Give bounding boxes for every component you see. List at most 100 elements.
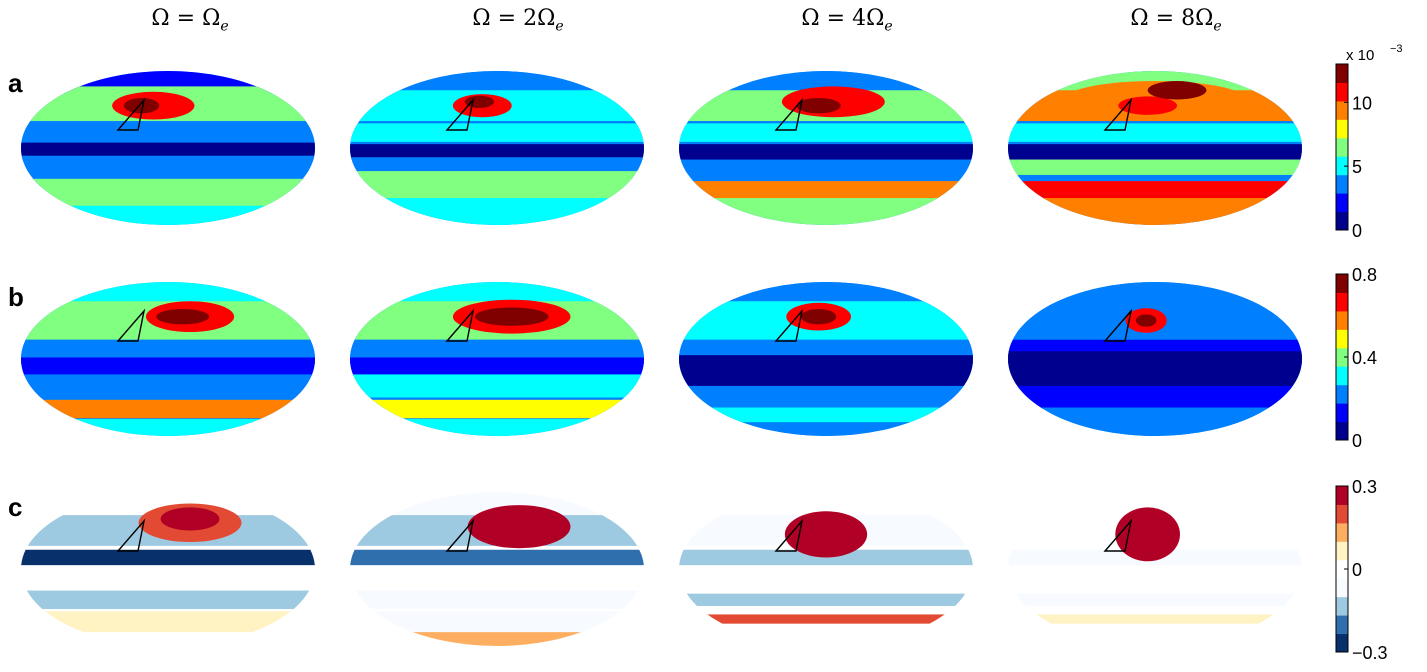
heatmap-hotspot <box>123 97 160 114</box>
column-title: Ω = Ωe <box>151 6 229 35</box>
colorbar-multiplier: x 10 <box>1346 47 1374 64</box>
heatmap-band <box>350 590 644 610</box>
colorbar-segment <box>1336 578 1348 598</box>
heatmap-panel <box>350 492 644 646</box>
heatmap-band <box>679 593 973 606</box>
colorbar: 0 0.4 0.8 <box>1335 265 1377 451</box>
colorbar-segment <box>1336 347 1348 367</box>
heatmap-band <box>679 198 973 225</box>
colorbar-tick-label: 10 <box>1352 93 1372 113</box>
colorbar-segment <box>1336 329 1348 349</box>
heatmap-panel <box>1008 282 1302 436</box>
colorbar-segment <box>1336 403 1348 423</box>
colorbar-tick-label: 5 <box>1352 157 1362 177</box>
colorbar-segment <box>1336 310 1348 330</box>
colorbar-segment <box>1336 486 1348 505</box>
heatmap-band <box>21 632 315 646</box>
colorbar-segment <box>1336 64 1348 83</box>
colorbar-segment <box>1336 137 1348 157</box>
triangle-overlay <box>445 97 475 131</box>
heatmap-band <box>1008 198 1302 225</box>
heatmap-band <box>1008 422 1302 436</box>
row-label-b: b <box>8 282 24 312</box>
heatmap-band <box>350 339 644 363</box>
heatmap-band <box>350 571 644 590</box>
heatmap-band <box>1008 593 1302 606</box>
colorbar-segment <box>1336 193 1348 213</box>
heatmap-band <box>21 590 315 610</box>
colorbar-segment <box>1336 384 1348 404</box>
heatmap-band <box>1008 144 1302 160</box>
column-title: Ω = 2Ωe <box>472 6 564 35</box>
heatmap-band <box>21 419 315 436</box>
heatmap-band <box>1008 159 1302 175</box>
heatmap-panel <box>21 71 315 225</box>
heatmap-band <box>350 374 644 398</box>
heatmap-band <box>21 339 315 363</box>
heatmap-panel <box>21 492 315 646</box>
colorbar-tick-label: 0 <box>1352 560 1362 580</box>
heatmap-band <box>350 157 644 170</box>
heatmap-band <box>679 549 973 566</box>
heatmap-band <box>21 549 315 566</box>
heatmap-hotspot <box>156 308 210 325</box>
colorbar-tick-label: 0 <box>1352 431 1362 451</box>
heatmap-band <box>350 198 644 225</box>
colorbar-tick-label: −0.3 <box>1352 643 1388 663</box>
triangle-overlay <box>774 308 804 342</box>
heatmap-band <box>1008 351 1302 390</box>
colorbar-tick-label: 0.4 <box>1352 348 1377 368</box>
triangle-overlay <box>774 518 804 552</box>
colorbar-segment <box>1336 615 1348 635</box>
heatmap-hotspot <box>799 518 853 550</box>
heatmap-band <box>1008 123 1302 142</box>
heatmap-panel <box>679 71 973 225</box>
heatmap-band <box>21 178 315 210</box>
colorbar: −0.3 0 0.3 <box>1335 477 1388 663</box>
heatmap-hotspot <box>464 95 495 108</box>
heatmap-band <box>21 374 315 398</box>
colorbar-tick-label: 0.8 <box>1352 265 1377 285</box>
heatmap-band <box>350 123 644 142</box>
heatmap-band <box>350 611 644 635</box>
heatmap-panel <box>1008 492 1302 646</box>
colorbar-segment <box>1336 156 1348 176</box>
heatmap-band <box>679 123 973 142</box>
colorbar-segment <box>1336 633 1348 653</box>
colorbar-segment <box>1336 274 1348 293</box>
colorbar-segment <box>1336 559 1348 579</box>
row-label-c: c <box>8 492 23 522</box>
heatmap-band <box>679 422 973 436</box>
colorbar-segment <box>1336 541 1348 561</box>
triangle-overlay <box>445 308 475 342</box>
heatmap-hotspot <box>801 308 837 325</box>
heatmap-hotspot <box>160 507 220 531</box>
heatmap-band <box>1008 614 1302 624</box>
heatmap-band <box>350 144 644 160</box>
row-label-a: a <box>8 68 23 98</box>
colorbar-segment <box>1336 292 1348 312</box>
heatmap-band <box>1008 407 1302 426</box>
heatmap-band <box>679 407 973 426</box>
heatmap-hotspot <box>1127 517 1169 552</box>
heatmap-hotspot <box>1118 96 1178 115</box>
column-title: Ω = 4Ωe <box>801 6 893 35</box>
colorbar-frame <box>1335 63 1349 231</box>
heatmap-band <box>679 181 973 200</box>
colorbar-tick-label: 0 <box>1352 221 1362 241</box>
heatmap-hotspot <box>1135 314 1157 327</box>
triangle-overlay <box>445 518 475 552</box>
triangle-overlay <box>1103 97 1133 131</box>
heatmap-band <box>1008 385 1302 410</box>
triangle-overlay <box>116 97 146 131</box>
heatmap-band <box>350 419 644 436</box>
heatmap-band <box>679 614 973 624</box>
heatmap-band <box>21 121 315 145</box>
heatmap-band <box>350 171 644 202</box>
heatmap-band <box>679 385 973 410</box>
colorbar-segment <box>1336 82 1348 102</box>
heatmap-band <box>350 549 644 566</box>
colorbar: 0 5 10 x 10 −3 <box>1335 43 1403 241</box>
